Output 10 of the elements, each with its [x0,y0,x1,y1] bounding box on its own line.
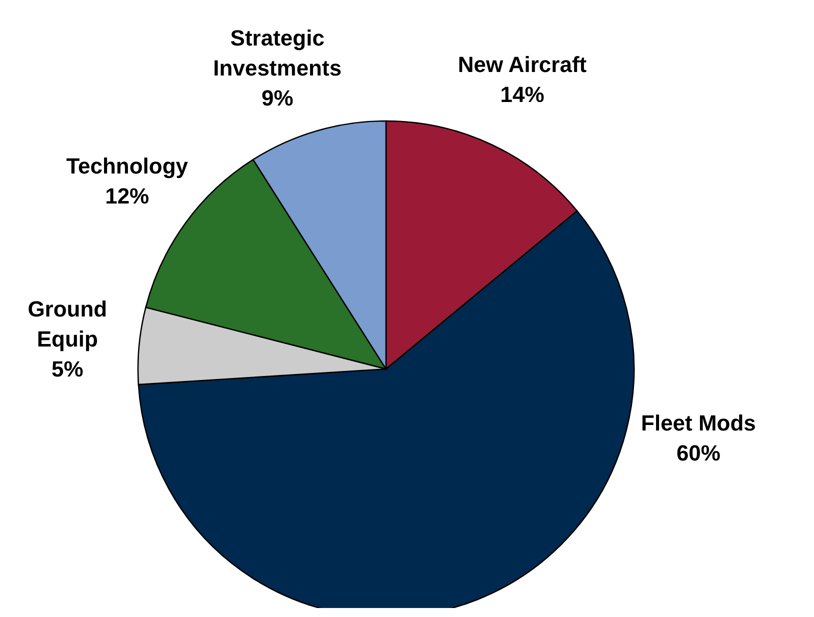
slice-label: New Aircraft [458,52,588,77]
slice-label: Strategic Investments [213,26,342,80]
data-label: 60% [676,440,720,466]
slice-label: Ground Equip [28,296,108,352]
data-label: 9% [261,86,294,110]
slice-label: Technology [66,153,189,178]
slice-label: Fleet Mods [641,410,756,436]
data-label: 12% [105,183,150,208]
data-label: 5% [52,356,84,382]
data-label: 14% [500,82,544,107]
